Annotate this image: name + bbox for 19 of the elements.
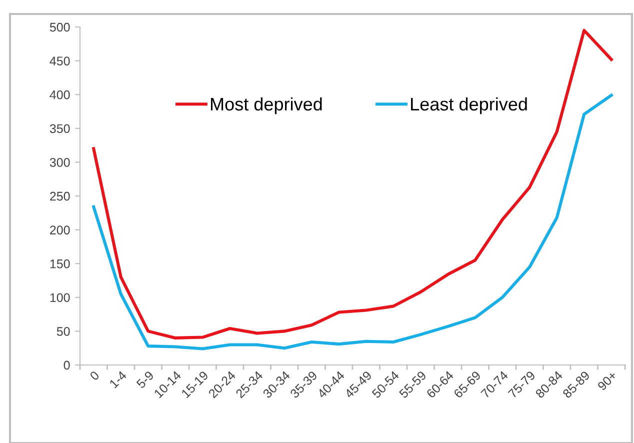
legend-label: Least deprived	[411, 97, 527, 114]
x-tick-label: 1-4	[109, 370, 128, 388]
y-tick-label: 300	[50, 158, 70, 167]
x-tick-label: 0	[89, 370, 100, 381]
line-series	[92, 94, 613, 350]
y-tick-label: 100	[50, 293, 70, 302]
x-tick-label: 5-9	[136, 370, 154, 389]
y-tick-label: 0	[64, 360, 70, 370]
y-tick-label: 500	[50, 22, 70, 32]
x-tick-label: 90+	[597, 370, 618, 391]
y-tick-label: 150	[50, 259, 70, 268]
y-tick-label: 50	[56, 327, 70, 336]
y-tick-label: 200	[50, 226, 70, 234]
y-tick-label: 250	[50, 192, 70, 201]
y-tick-label: 350	[50, 124, 70, 134]
line-series	[92, 28, 613, 340]
y-tick-label: 450	[50, 56, 70, 66]
y-tick-label: 400	[50, 90, 70, 100]
legend-label: Most deprived	[210, 97, 322, 114]
